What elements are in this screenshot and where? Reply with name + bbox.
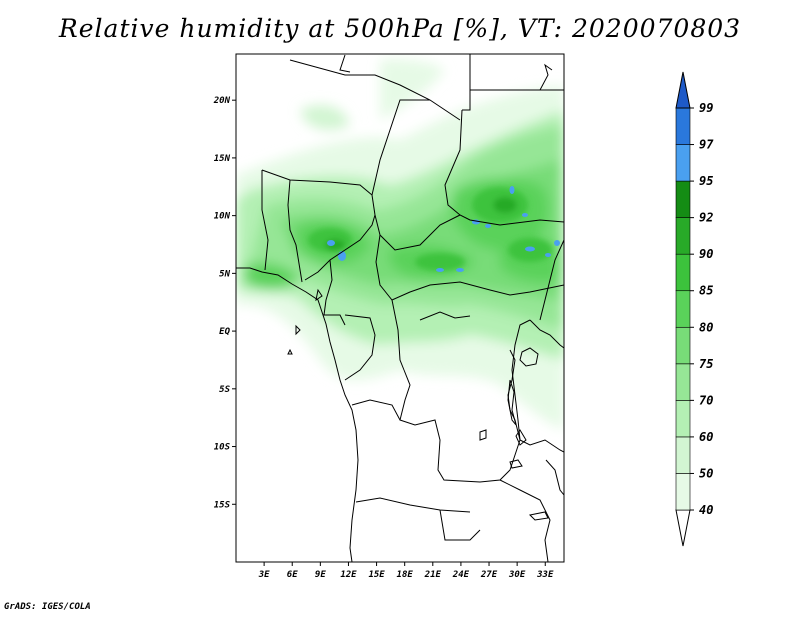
lon-tick-label: 27E: [480, 570, 498, 580]
lon-tick-label: 3E: [258, 570, 270, 580]
colorbar-segment: [675, 473, 691, 511]
lat-tick-label: 15S: [214, 500, 231, 510]
lon-tick-label: 18E: [397, 570, 414, 580]
humidity-field: [236, 59, 564, 430]
colorbar-label: 80: [699, 320, 713, 334]
colorbar-label: 40: [699, 503, 713, 517]
colorbar-segment: [675, 253, 691, 292]
lat-tick-label: 15N: [214, 154, 231, 164]
colorbar: 40 50 60 70 75 80 85 90 92 95 97 99: [675, 71, 714, 547]
country-boundaries: [236, 54, 564, 562]
colorbar-label: 75: [699, 357, 713, 371]
lon-tick-label: 9E: [315, 570, 326, 580]
lat-tick-label: EQ: [219, 327, 230, 337]
colorbar-upper-triangle: [675, 71, 691, 109]
colorbar-label: 90: [699, 247, 713, 261]
lon-tick-label: 15E: [368, 570, 385, 580]
lat-tick-label: 5N: [219, 269, 230, 279]
lon-tick-label: 24E: [452, 570, 470, 580]
colorbar-label: 60: [699, 430, 713, 444]
lon-tick-label: 12E: [340, 570, 357, 580]
colorbar-segment: [675, 180, 691, 218]
colorbar-segment: [675, 436, 691, 474]
colorbar-segment: [675, 144, 691, 182]
lat-tick-label: 5S: [219, 385, 230, 395]
lat-tick-label: 10S: [214, 443, 231, 453]
lat-tick-label: 20N: [213, 96, 231, 106]
colorbar-label: 50: [699, 466, 713, 480]
colorbar-segment: [675, 290, 691, 328]
map-frame: [235, 53, 565, 563]
colorbar-segment: [675, 363, 691, 401]
colorbar-label: 97: [699, 138, 714, 152]
colorbar-label: 95: [699, 174, 713, 188]
colorbar-segment: [675, 217, 691, 255]
colorbar-lower-triangle: [675, 509, 691, 547]
lon-tick-label: 21E: [424, 570, 442, 580]
lon-tick-label: 30E: [508, 570, 526, 580]
footer-credit: GrADS: IGES/COLA: [4, 602, 91, 612]
latitude-axis: 20N 15N 10N 5N EQ 5S 10S 15S: [213, 96, 236, 510]
colorbar-segment: [675, 107, 691, 145]
lon-tick-label: 6E: [287, 570, 298, 580]
colorbar-label: 92: [699, 211, 713, 225]
lat-tick-label: 10N: [214, 212, 231, 222]
colorbar-segment: [675, 326, 691, 365]
longitude-axis: 3E 6E 9E 12E 15E 18E 21E 24E 27E 30E 33E: [258, 562, 554, 580]
lon-tick-label: 33E: [536, 570, 554, 580]
colorbar-label: 70: [699, 393, 713, 407]
colorbar-segment: [675, 400, 691, 438]
map-title: Relative humidity at 500hPa [%], VT: 202…: [58, 14, 742, 43]
colorbar-label: 85: [699, 284, 713, 298]
colorbar-label: 99: [699, 101, 713, 115]
